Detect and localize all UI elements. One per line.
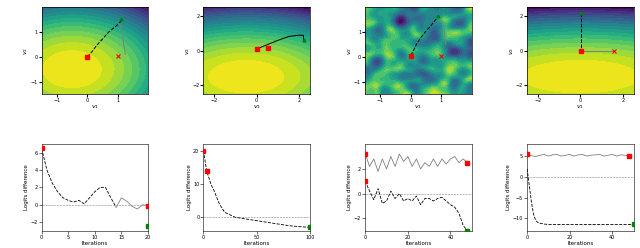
X-axis label: Iterations: Iterations <box>405 241 431 246</box>
X-axis label: $v_1$: $v_1$ <box>577 103 584 111</box>
Y-axis label: $v_2$: $v_2$ <box>22 47 30 55</box>
Y-axis label: $v_2$: $v_2$ <box>184 47 192 55</box>
Y-axis label: Logits difference: Logits difference <box>348 164 353 210</box>
X-axis label: Iterations: Iterations <box>567 241 593 246</box>
Y-axis label: $v_2$: $v_2$ <box>346 47 354 55</box>
Y-axis label: Logits difference: Logits difference <box>24 164 29 210</box>
X-axis label: $v_1$: $v_1$ <box>91 103 99 111</box>
Y-axis label: $v_2$: $v_2$ <box>508 47 516 55</box>
X-axis label: $v_1$: $v_1$ <box>253 103 260 111</box>
X-axis label: $v_1$: $v_1$ <box>415 103 422 111</box>
X-axis label: Iterations: Iterations <box>82 241 108 246</box>
X-axis label: Iterations: Iterations <box>244 241 270 246</box>
Y-axis label: Logits difference: Logits difference <box>187 164 191 210</box>
Y-axis label: Logits difference: Logits difference <box>506 164 511 210</box>
